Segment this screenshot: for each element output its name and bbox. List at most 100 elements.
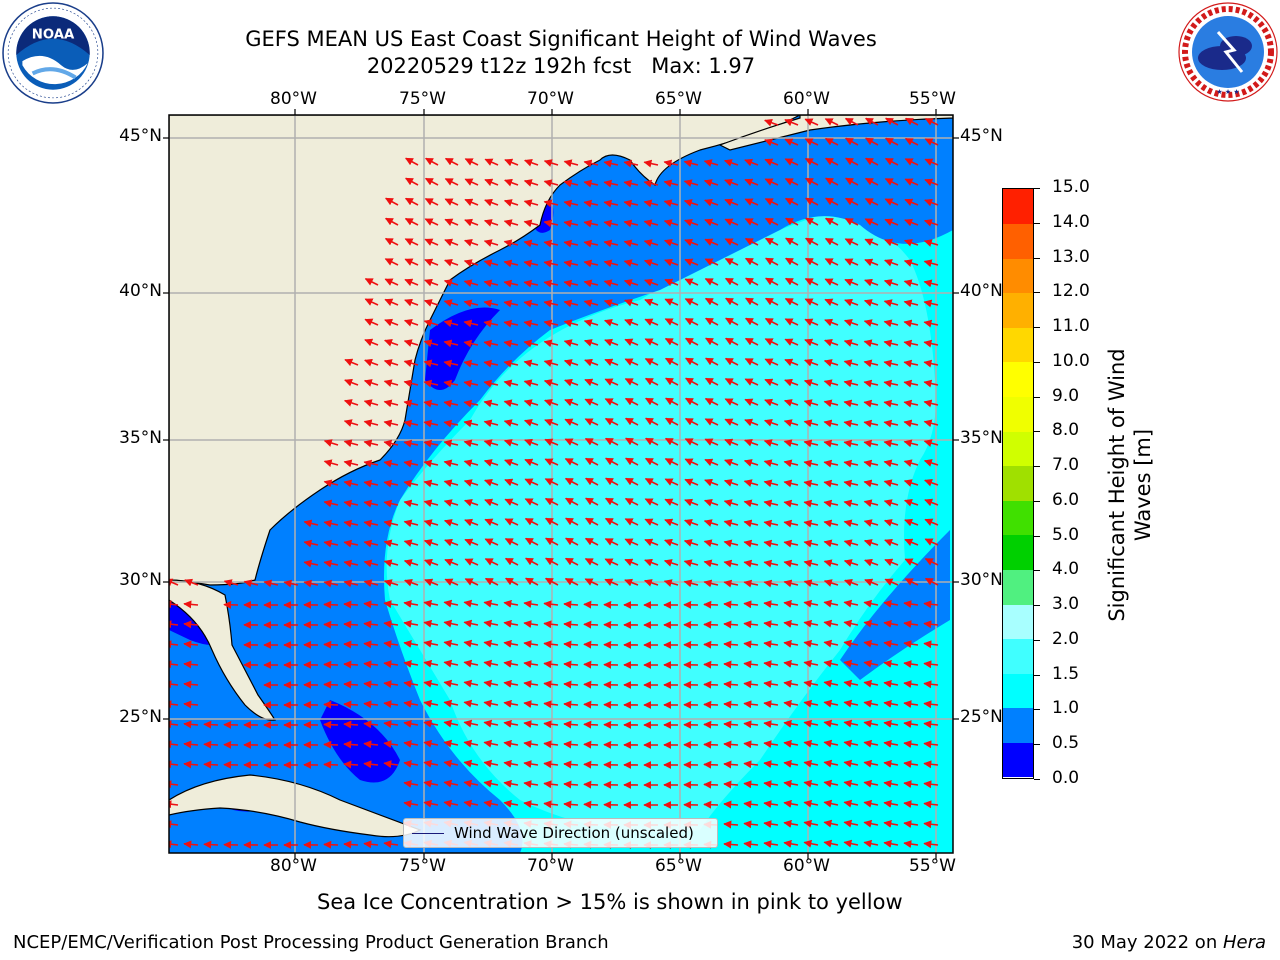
footer-host: Hera <box>1222 932 1266 953</box>
wave-arrow <box>423 659 439 668</box>
wave-arrow <box>903 740 919 749</box>
wave-arrow <box>604 558 619 566</box>
wave-arrow <box>743 680 759 689</box>
wave-arrow <box>644 518 659 526</box>
wave-arrow <box>804 358 819 367</box>
wave-arrow <box>544 497 559 506</box>
wave-arrow <box>823 539 839 548</box>
wave-arrow <box>923 459 939 467</box>
wave-arrow <box>923 740 939 749</box>
wave-arrow <box>843 719 859 728</box>
wave-arrow <box>924 498 939 507</box>
wave-arrow <box>623 239 639 248</box>
wave-arrow <box>744 418 759 427</box>
wave-arrow <box>169 840 179 849</box>
wave-arrow <box>703 159 719 167</box>
wave-arrow <box>744 237 759 246</box>
wave-arrow <box>864 238 879 246</box>
wave-arrow <box>723 660 739 669</box>
lon-label-top: 55°W <box>909 89 956 109</box>
wave-arrow <box>924 158 939 166</box>
wave-arrow <box>844 137 859 146</box>
wave-arrow <box>684 337 699 346</box>
wave-arrow <box>504 577 519 586</box>
wave-arrow <box>343 640 359 649</box>
wave-arrow <box>704 458 719 467</box>
wave-arrow <box>803 499 819 508</box>
wave-arrow <box>483 779 499 788</box>
colorbar-tick <box>1034 327 1040 329</box>
wave-arrow <box>883 839 899 848</box>
wave-arrow <box>783 659 799 668</box>
wave-arrow <box>824 278 839 286</box>
wave-arrow <box>704 238 719 246</box>
map-frame <box>168 114 954 854</box>
wave-arrow <box>383 439 399 448</box>
wave-arrow <box>624 397 639 406</box>
wave-arrow <box>724 418 739 426</box>
wave-arrow <box>544 517 559 526</box>
wave-arrow <box>603 159 619 168</box>
wave-arrow <box>724 178 739 187</box>
wave-arrow <box>403 779 419 788</box>
wave-arrow <box>583 179 599 188</box>
wave-arrow <box>483 619 499 628</box>
wave-arrow <box>763 700 779 709</box>
wave-arrow <box>784 277 799 286</box>
wave-arrow <box>183 720 199 729</box>
wave-arrow <box>603 259 619 268</box>
wave-arrow <box>363 539 379 548</box>
wave-arrow <box>504 458 519 467</box>
wave-arrow <box>883 719 899 728</box>
wave-arrow <box>884 538 899 547</box>
wave-arrow <box>643 219 659 228</box>
wave-arrow <box>463 679 479 688</box>
wave-arrow <box>664 258 679 267</box>
wave-arrow <box>483 339 499 348</box>
wave-arrow <box>923 399 939 408</box>
wave-arrow <box>403 439 419 448</box>
wave-arrow <box>543 379 559 387</box>
wave-arrow <box>169 640 179 649</box>
wave-arrow <box>763 620 779 629</box>
wave-arrow <box>803 539 819 548</box>
wave-arrow <box>483 379 499 388</box>
wave-arrow <box>583 299 599 308</box>
wave-arrow <box>464 198 479 207</box>
wave-arrow <box>804 338 819 347</box>
wave-arrow <box>824 318 839 327</box>
wave-arrow <box>883 639 899 648</box>
wave-arrow <box>744 158 759 167</box>
wave-arrow <box>243 579 259 588</box>
colorbar-tick-label: 6.0 <box>1052 489 1080 510</box>
wave-arrow <box>343 840 359 849</box>
wave-arrow <box>685 377 699 386</box>
wave-arrow <box>784 138 799 146</box>
wave-arrow <box>444 538 459 547</box>
wave-arrow <box>723 519 739 528</box>
wave-arrow <box>423 419 439 428</box>
wave-arrow <box>783 419 799 427</box>
wave-arrow <box>564 438 579 446</box>
wave-arrow <box>644 457 659 466</box>
wave-arrow <box>863 339 879 348</box>
wave-arrow <box>663 219 679 227</box>
wave-arrow <box>704 218 719 227</box>
wave-arrow <box>923 319 939 328</box>
wave-arrow <box>604 437 619 446</box>
wave-arrow <box>604 398 619 406</box>
wave-arrow <box>483 359 499 368</box>
wave-arrow <box>823 639 839 648</box>
wave-arrow <box>503 739 519 748</box>
wave-arrow <box>924 518 939 526</box>
wave-arrow <box>784 177 799 186</box>
colorbar-segment <box>1003 638 1033 674</box>
wave-arrow <box>423 399 439 408</box>
wave-arrow <box>624 518 639 526</box>
wave-arrow <box>423 719 439 728</box>
wave-arrow <box>643 159 659 168</box>
wave-arrow <box>363 479 379 488</box>
wave-arrow <box>803 639 819 648</box>
wave-arrow <box>603 179 619 188</box>
wave-arrow <box>904 158 919 166</box>
